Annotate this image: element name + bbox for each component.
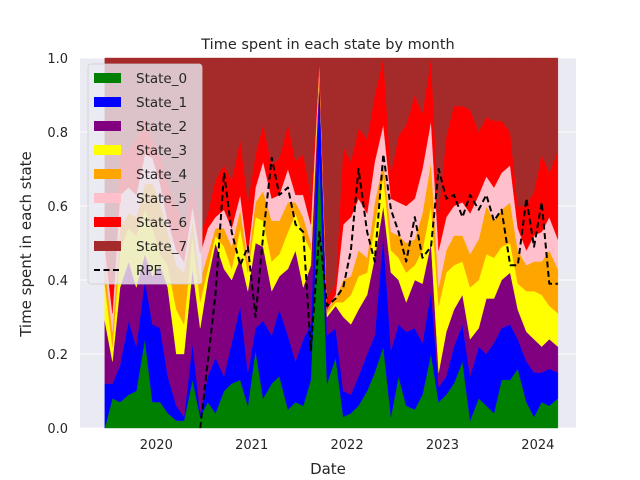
legend-label: State_1 xyxy=(136,95,187,111)
legend-label: State_6 xyxy=(136,215,187,231)
legend-swatch-state-7 xyxy=(94,241,121,251)
chart-title: Time spent in each state by month xyxy=(200,37,454,53)
y-tick-label: 0.2 xyxy=(47,348,68,363)
legend-label: State_5 xyxy=(136,191,187,207)
legend-swatch-state-4 xyxy=(94,169,121,179)
x-tick-label: 2021 xyxy=(235,438,268,453)
legend-label: State_7 xyxy=(136,239,187,255)
legend-label: State_2 xyxy=(136,119,187,135)
x-tick-label: 2023 xyxy=(426,438,459,453)
y-tick-label: 0.0 xyxy=(47,422,68,437)
rpe-line-group xyxy=(199,153,558,429)
legend-label: State_4 xyxy=(136,167,187,183)
legend-label: State_3 xyxy=(136,143,187,159)
legend-frame xyxy=(87,63,203,285)
x-tick-label: 2024 xyxy=(521,438,554,453)
legend-swatch-state-6 xyxy=(94,217,121,227)
x-tick-label: 2020 xyxy=(140,438,173,453)
stacked-areas xyxy=(104,57,559,429)
y-tick-label: 0.6 xyxy=(47,200,68,215)
area-state-7 xyxy=(104,57,559,299)
y-tick-label: 1.0 xyxy=(47,52,68,67)
legend-swatch-state-1 xyxy=(94,97,121,107)
legend-swatch-state-0 xyxy=(94,73,121,83)
x-tick-label: 2022 xyxy=(331,438,364,453)
x-axis-label: Date xyxy=(310,460,346,478)
y-tick-label: 0.8 xyxy=(47,126,68,141)
legend: State_0 State_1 State_2 State_3 State_4 State… xyxy=(87,63,203,285)
legend-label: State_0 xyxy=(136,71,187,87)
y-axis-label: Time spent in each state xyxy=(17,151,35,338)
tick-labels: 0.0 0.2 0.4 0.6 0.8 1.0 2020 2021 2022 2023 2024 xyxy=(47,52,554,453)
legend-swatch-state-3 xyxy=(94,145,121,155)
rpe-line xyxy=(199,153,558,429)
legend-label: RPE xyxy=(136,263,162,279)
legend-swatch-state-2 xyxy=(94,121,121,131)
y-tick-label: 0.4 xyxy=(47,274,68,289)
legend-swatch-state-5 xyxy=(94,193,121,203)
